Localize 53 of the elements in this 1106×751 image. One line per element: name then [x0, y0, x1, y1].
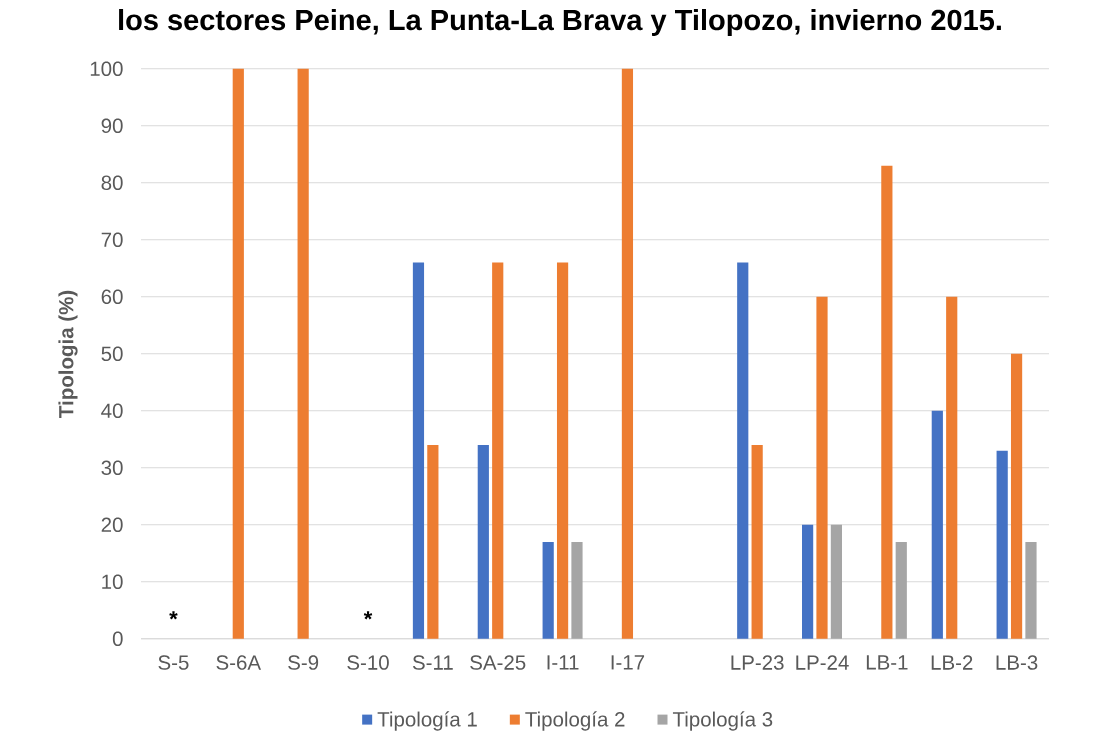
- bar: [297, 68, 309, 639]
- bar: [621, 68, 634, 639]
- bar: [477, 444, 489, 639]
- legend-label: Tipología 3: [672, 711, 773, 731]
- bar: [802, 524, 814, 639]
- x-tick-label: LB-1: [866, 655, 908, 670]
- x-tick-label: SA-25: [470, 655, 526, 670]
- bar: [895, 541, 907, 639]
- bar: [492, 262, 504, 639]
- x-tick-label: LP-23: [731, 655, 784, 670]
- x-tick-label: I-11: [547, 655, 579, 670]
- y-tick-label: 100: [90, 61, 123, 77]
- bar: [931, 410, 943, 639]
- y-tick-label: 10: [102, 574, 123, 590]
- bar: [881, 165, 893, 639]
- annotation: *: [169, 611, 178, 620]
- bar: [737, 262, 749, 639]
- bar: [996, 450, 1008, 639]
- y-axis-title: Tipologia (%): [58, 290, 78, 418]
- bar: [232, 68, 244, 639]
- bar: [571, 541, 583, 639]
- x-tick-label: S-11: [412, 655, 453, 670]
- y-tick-label: 20: [101, 517, 123, 533]
- bar: [556, 262, 569, 639]
- y-tick-label: 40: [101, 403, 123, 419]
- x-tick-label: I-17: [611, 655, 645, 670]
- x-tick-label: S-9: [288, 655, 319, 670]
- y-tick-label: 50: [101, 346, 123, 362]
- bar: [427, 444, 439, 639]
- y-tick-label: 70: [101, 232, 123, 248]
- x-tick-label: S-5: [158, 655, 189, 670]
- y-tick-label: 90: [101, 118, 123, 134]
- bar: [1025, 541, 1037, 639]
- bar: [412, 262, 425, 639]
- y-tick-label: 60: [101, 289, 123, 305]
- x-tick-label: S-10: [347, 655, 389, 670]
- bar: [751, 444, 763, 639]
- bar: [830, 524, 842, 639]
- annotation: *: [363, 611, 373, 620]
- legend-label: Tipología 2: [525, 711, 625, 731]
- y-tick-label: 0: [112, 631, 123, 647]
- x-tick-label: LP-24: [796, 655, 849, 670]
- x-tick-label: LB-2: [931, 655, 973, 670]
- y-tick-label: 80: [101, 175, 123, 191]
- x-tick-label: LB-3: [996, 655, 1038, 670]
- bar: [946, 296, 958, 639]
- chart-title: los sectores Peine, La Punta-La Brava y Tilopozo, invierno 2015.: [119, 8, 1001, 37]
- bar: [816, 296, 828, 639]
- bar: [542, 541, 554, 639]
- legend-label: Tipología 1: [377, 711, 477, 731]
- x-tick-label: S-6A: [216, 655, 262, 670]
- y-tick-label: 30: [101, 460, 123, 476]
- bar: [1010, 353, 1023, 639]
